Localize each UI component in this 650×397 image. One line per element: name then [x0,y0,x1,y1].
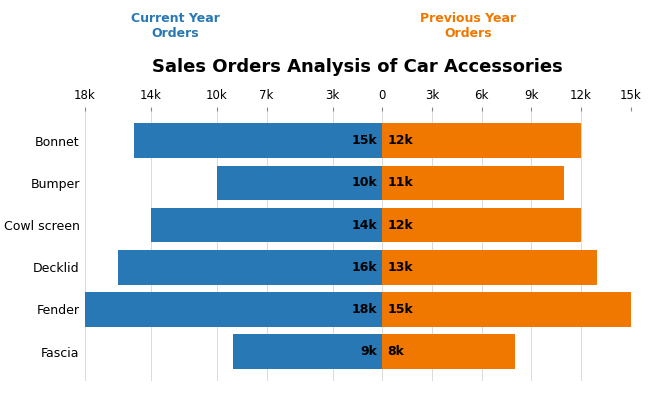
Bar [84,292,382,327]
Bar [382,334,515,369]
Text: Previous Year
Orders: Previous Year Orders [420,12,516,40]
Bar [382,123,581,158]
Bar [233,334,382,369]
Text: 13k: 13k [387,261,413,274]
Text: 11k: 11k [387,176,413,189]
Title: Sales Orders Analysis of Car Accessories: Sales Orders Analysis of Car Accessories [152,58,563,77]
Text: Current Year
Orders: Current Year Orders [131,12,220,40]
Text: 16k: 16k [352,261,378,274]
Text: 14k: 14k [352,219,378,231]
Bar [134,123,382,158]
Text: 15k: 15k [387,303,413,316]
Text: 12k: 12k [387,219,413,231]
Text: 12k: 12k [387,134,413,147]
Text: 10k: 10k [352,176,378,189]
Bar [382,166,564,200]
Bar [151,208,382,242]
Bar [382,250,597,285]
Text: 15k: 15k [352,134,378,147]
Bar [382,292,630,327]
Bar [118,250,382,285]
Text: 8k: 8k [387,345,404,358]
Bar [217,166,382,200]
Bar [382,208,581,242]
Text: 9k: 9k [361,345,378,358]
Text: 18k: 18k [352,303,378,316]
